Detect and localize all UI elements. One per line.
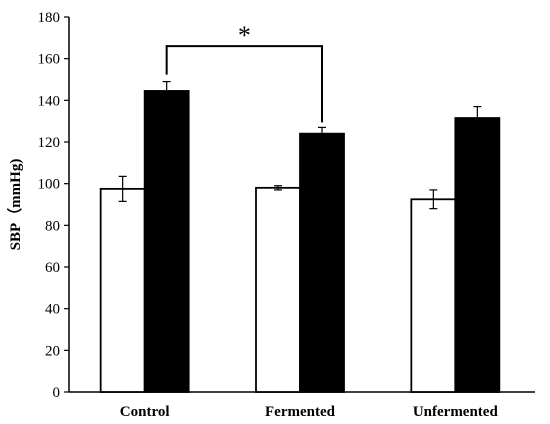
y-tick-label: 180 [38, 10, 61, 26]
y-tick-label: 20 [45, 343, 60, 359]
bar-control-1 [99, 187, 146, 393]
y-tick-label: 100 [38, 177, 61, 193]
y-tick-label: 0 [53, 385, 61, 401]
significance-annotation: * [165, 21, 323, 123]
y-tick-label: 60 [45, 260, 60, 276]
y-tick-label: 140 [38, 93, 61, 109]
y-tick-label: 40 [45, 302, 60, 318]
y-tick-label: 160 [38, 52, 61, 68]
category-label: Control [120, 404, 170, 420]
significance-marker: * [238, 21, 251, 50]
y-tick-label: 120 [38, 135, 61, 151]
bar-fermented-1 [255, 186, 301, 393]
bars [99, 90, 501, 393]
category-label: Fermented [265, 404, 336, 420]
bar-fermented-2 [299, 132, 345, 393]
y-axis-label: SBP（mmHg) [6, 159, 24, 251]
error-bars [118, 80, 482, 210]
labels: 0 20 40 60 80 100 120 140 160 180 SBP（mmHg) Control… [6, 10, 498, 420]
significance-bracket [165, 45, 323, 123]
y-tick-label: 80 [45, 218, 60, 234]
bar-unfermented-1 [410, 198, 457, 393]
bar-control-2 [143, 90, 190, 393]
category-label: Unfermented [413, 404, 499, 420]
bar-unfermented-2 [454, 117, 501, 393]
